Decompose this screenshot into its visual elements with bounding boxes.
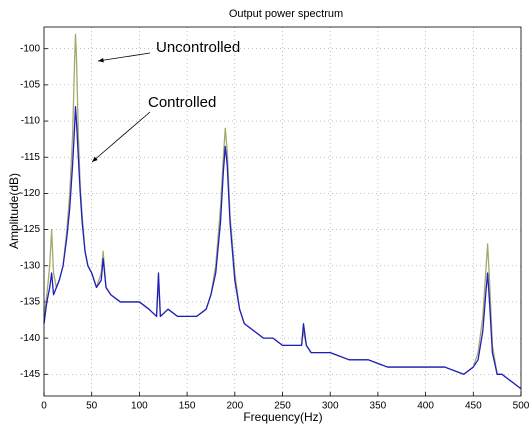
annotation: Uncontrolled (156, 39, 240, 56)
x-tick-label: 400 (417, 401, 434, 412)
y-tick-label: -100 (20, 43, 40, 54)
x-tick-label: 0 (41, 401, 47, 412)
plot-frame (43, 26, 522, 397)
x-tick-label: 250 (274, 401, 291, 412)
annotation: Controlled (148, 94, 216, 111)
series-line (43, 105, 522, 390)
x-tick-label: 500 (513, 401, 530, 412)
y-tick-label: -135 (20, 297, 40, 308)
y-tick-label: -105 (20, 80, 40, 91)
y-tick-label: -110 (21, 116, 41, 127)
x-tick-label: 100 (131, 401, 148, 412)
x-tick-label: 50 (86, 401, 98, 412)
x-tick-label: 350 (370, 401, 387, 412)
x-tick-label: 150 (179, 401, 196, 412)
x-tick-label: 200 (226, 401, 243, 412)
y-tick-label: -130 (20, 260, 40, 271)
x-tick-label: 300 (322, 401, 339, 412)
y-tick-label: -125 (20, 224, 40, 235)
x-tick-label: 450 (465, 401, 482, 412)
chart-title: Output power spectrum (229, 8, 343, 20)
y-tick-label: -140 (20, 333, 40, 344)
y-tick-label: -115 (21, 152, 41, 163)
annotation-arrow (97, 52, 151, 63)
y-tick-label: -145 (20, 369, 40, 380)
x-axis-label: Frequency(Hz) (243, 410, 322, 424)
y-tick-label: -120 (20, 188, 40, 199)
y-axis-label: Amplitude(dB) (7, 173, 21, 249)
annotation-arrow (91, 111, 151, 163)
